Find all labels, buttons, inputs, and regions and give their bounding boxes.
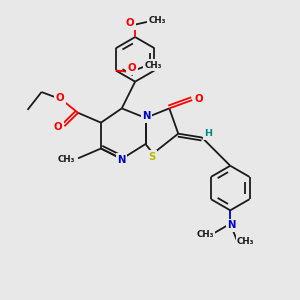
Text: O: O	[53, 122, 62, 132]
Text: O: O	[125, 18, 134, 28]
Text: N: N	[227, 220, 236, 230]
Text: O: O	[56, 93, 64, 103]
Text: CH₃: CH₃	[237, 237, 254, 246]
Text: H: H	[205, 130, 213, 139]
Text: S: S	[148, 152, 155, 161]
Text: CH₃: CH₃	[196, 230, 214, 239]
Text: CH₃: CH₃	[145, 61, 162, 70]
Text: CH₃: CH₃	[149, 16, 166, 25]
Text: N: N	[117, 154, 125, 164]
Text: O: O	[194, 94, 203, 103]
Text: N: N	[142, 111, 150, 122]
Text: CH₃: CH₃	[58, 155, 76, 164]
Text: O: O	[128, 63, 136, 74]
